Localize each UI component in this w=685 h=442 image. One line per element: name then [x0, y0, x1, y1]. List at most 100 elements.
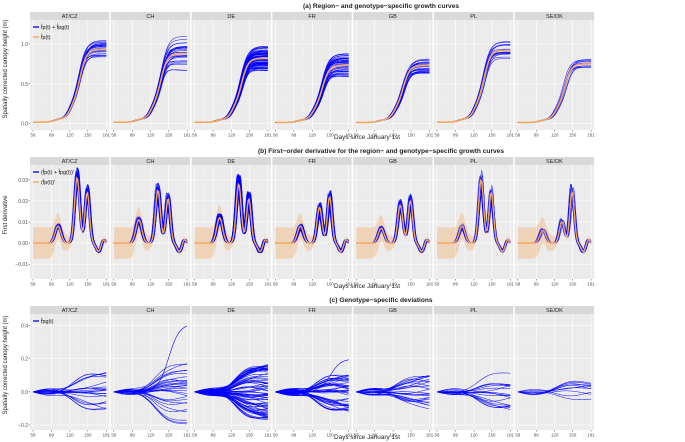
facet-label: GB	[389, 308, 397, 314]
panel-b-ylabel: First derivative	[3, 195, 9, 235]
x-tick-label: 120	[470, 282, 478, 287]
panel-b-xlabel: Days since January 1st	[334, 283, 400, 290]
genotype-deviation	[113, 389, 188, 412]
x-tick-label: 181	[507, 282, 515, 287]
facet-2-6: SE/DK 58 89 120 150 181	[514, 306, 595, 438]
x-tick-label: 89	[453, 282, 458, 287]
x-tick-label: 150	[488, 433, 496, 438]
x-tick-label: 120	[309, 433, 317, 438]
facet-2-5: PL 58 89 120 150 181	[434, 306, 515, 438]
x-tick-label: 58	[273, 133, 278, 138]
x-tick-label: 181	[587, 282, 595, 287]
series-group	[32, 40, 107, 123]
genotype-deviation	[275, 382, 349, 395]
facet-label: SE/DK	[546, 308, 563, 314]
facet-2-4: GB 58 89 120 150 181	[353, 306, 434, 438]
x-tick-label: 120	[551, 282, 559, 287]
x-tick-label: 181	[507, 133, 515, 138]
x-tick-label: 150	[84, 433, 92, 438]
series-group	[275, 359, 349, 412]
y-tick-label: 0.2	[21, 357, 28, 363]
genotype-deviation	[194, 388, 268, 408]
x-tick-label: 89	[291, 282, 296, 287]
x-tick-label: 58	[111, 433, 116, 438]
x-tick-label: 120	[309, 133, 317, 138]
x-tick-label: 58	[354, 133, 359, 138]
region-mean-derivative	[113, 189, 188, 253]
x-tick-label: 181	[587, 433, 595, 438]
facet-grid: 0.0 0.5 1.0 AT/CZ 58 89 120 150 181 CH 58 89 120 150 1…	[15, 12, 595, 438]
genotype-deviation	[194, 391, 268, 404]
x-tick-label: 120	[147, 433, 155, 438]
facet-strip	[353, 157, 433, 165]
genotype-deviation	[194, 391, 268, 419]
genotype-deviation	[356, 391, 430, 395]
facet-strip	[434, 306, 514, 314]
x-tick-label: 181	[103, 433, 111, 438]
x-tick-label: 120	[147, 282, 155, 287]
x-tick-label: 181	[264, 433, 272, 438]
series-group	[517, 59, 592, 124]
x-tick-label: 89	[211, 133, 216, 138]
x-tick-label: 89	[534, 433, 539, 438]
genotype-deviation	[113, 325, 188, 393]
x-tick-label: 89	[453, 433, 458, 438]
genotype-deviation	[32, 390, 107, 393]
x-tick-label: 120	[551, 133, 559, 138]
x-tick-label: 58	[354, 282, 359, 287]
legend-label-0: f̂pg(t)	[41, 318, 54, 325]
x-tick-label: 58	[111, 282, 116, 287]
x-tick-label: 89	[211, 282, 216, 287]
genotype-deviation	[194, 391, 268, 407]
x-tick-label: 58	[515, 133, 520, 138]
genotype-deviation	[517, 389, 592, 397]
x-tick-label: 89	[291, 433, 296, 438]
genotype-deviation	[436, 389, 511, 408]
y-tick-label: 0.02	[18, 199, 28, 205]
genotype-deviation	[436, 391, 511, 397]
x-tick-label: 150	[569, 433, 577, 438]
x-tick-label: 150	[407, 433, 415, 438]
y-tick-label: −0.01	[15, 262, 28, 268]
x-tick-label: 120	[389, 133, 397, 138]
facet-strip	[514, 12, 595, 20]
panel-a-ylabel: Spatially corrected canopy height (m)	[3, 19, 9, 118]
x-tick-label: 58	[435, 433, 440, 438]
region-mean-derivative	[275, 195, 350, 253]
x-tick-label: 120	[228, 133, 236, 138]
y-tick-label: 0.03	[18, 178, 28, 184]
x-tick-label: 150	[407, 133, 415, 138]
series-group	[437, 170, 511, 259]
facet-label: AT/CZ	[62, 159, 78, 165]
facet-strip	[353, 12, 433, 20]
x-tick-label: 89	[534, 133, 539, 138]
x-tick-label: 120	[470, 433, 478, 438]
x-tick-label: 58	[31, 433, 36, 438]
x-tick-label: 89	[211, 433, 216, 438]
x-tick-label: 120	[147, 133, 155, 138]
facet-2-1: CH 58 89 120 150 181	[110, 306, 191, 438]
x-tick-label: 181	[587, 133, 595, 138]
genotype-deviation	[194, 391, 268, 413]
x-tick-label: 181	[426, 133, 434, 138]
series-group	[194, 45, 268, 124]
facet-0-3: FR 58 89 120 150 181	[272, 12, 353, 138]
x-tick-label: 120	[66, 282, 74, 287]
genotype-deviation	[275, 375, 349, 393]
x-tick-label: 89	[453, 133, 458, 138]
y-tick-label: 0.4	[21, 324, 28, 330]
x-tick-label: 150	[165, 282, 173, 287]
series-group	[32, 372, 107, 411]
x-tick-label: 150	[165, 133, 173, 138]
facet-strip	[30, 157, 110, 165]
genotype-deviation	[194, 366, 268, 393]
series-group	[356, 193, 431, 259]
x-tick-label: 150	[488, 133, 496, 138]
x-tick-label: 120	[389, 433, 397, 438]
facet-label: GB	[389, 14, 397, 20]
x-tick-label: 181	[345, 133, 353, 138]
x-tick-label: 181	[183, 433, 191, 438]
facet-label: FR	[308, 159, 315, 165]
facet-strip	[514, 157, 595, 165]
